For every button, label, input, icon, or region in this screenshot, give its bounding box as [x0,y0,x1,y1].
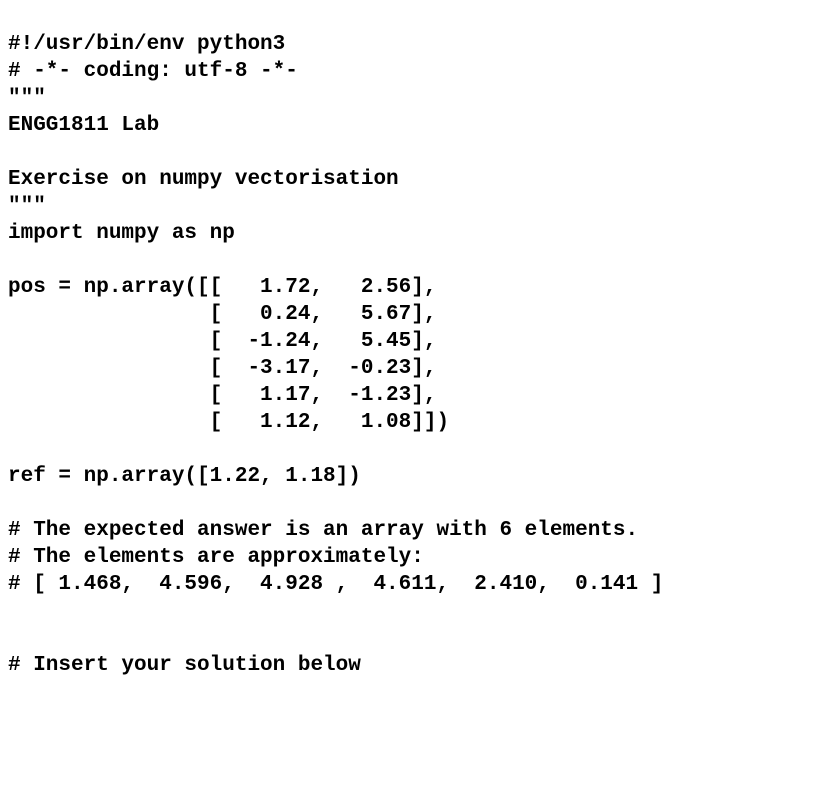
python-source-code: #!/usr/bin/env python3 # -*- coding: utf… [0,21,832,689]
